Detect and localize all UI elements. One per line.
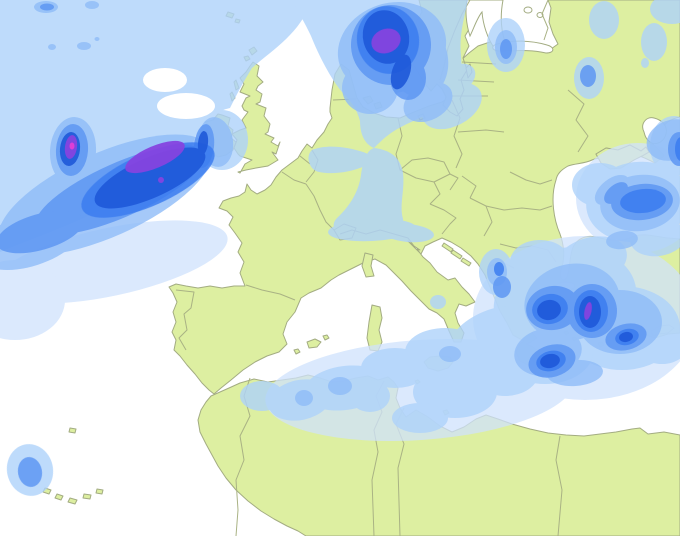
rain-cell-russia-cell-n [589,1,619,39]
water-lake-1 [523,6,533,14]
rain-cell-med-l3-algiers [295,390,313,406]
rain-cell-atl-dot-3 [94,37,100,41]
rain-cell-aegean-purple [584,302,592,320]
rain-cell-med-l2-gabes [392,403,448,433]
border-spain-france [245,284,296,301]
rain-cell-ireland-coast-l6 [197,131,209,155]
rain-cell-med-l2-oran [240,381,284,411]
rain-cell-baltics-cell-l4 [500,39,512,59]
border-austria-slovenia [429,181,441,205]
landmass-madeira [68,427,77,434]
rain-cell-alps-streak-e [382,223,434,243]
rain-cell-blacksea-streak-l4 [604,182,628,204]
rain-cell-corner-ne-cell [650,0,680,24]
border-france-germany [305,183,335,231]
border-france-belgium [281,171,307,185]
rain-cell-russia-dot [641,58,649,68]
rain-cell-russia-cell-e [641,23,667,61]
border-estonia-latvia [461,61,497,65]
rain-cell-russia-cell-s-l4 [580,65,596,87]
landmass-canary-4 [82,493,92,500]
rain-cell-med-l2-algeria-coast [350,380,390,412]
rain-cell-netherlands-strip [308,146,371,174]
border-czechia [399,157,451,183]
rain-cell-turkey-coast-l3 [606,230,638,250]
landmass-canary-2 [54,493,64,501]
rain-layer-extreme [69,142,75,150]
landmass-canary-5 [95,488,104,495]
border-ukraine-moldova-romania [509,171,553,185]
rain-cell-atlantic-band-core [94,147,206,209]
rain-cell-atl-dot-2 [77,42,91,50]
rain-cell-med-l3-sicily [439,346,461,362]
landmass-corsica [361,252,375,278]
rain-cell-aegean-l6-swturkey [619,331,633,343]
border-libya-egypt [555,435,563,536]
rain-cell-atlantic-band-purple [125,140,185,174]
landmass-dalmatian-isle-3 [460,257,472,267]
rain-cell-aegean-l6-s [540,353,560,369]
border-portugal-spain [175,289,195,351]
rain-layer-very-heavy [64,28,592,320]
border-croatia-bosnia [429,203,457,235]
border-austria-hungary [449,173,459,191]
landmass-menorca [322,334,330,341]
rain-cell-azov-cell-l5 [675,137,680,161]
rain-cell-atl-dot-1 [48,44,56,50]
water-lake-2 [536,12,544,18]
landmass-dalmatian-isle-1 [441,242,454,253]
landmass-dalmatian-isle-2 [450,249,463,260]
rain-cell-germany-tongue [333,148,404,239]
landmass-mallorca [306,338,322,349]
rain-cell-aegean-l6-nw [537,299,561,321]
border-serbia-bulgaria [483,205,493,237]
border-hungary-romania [461,175,477,199]
rain-cell-atlantic-fringe-sw [0,260,65,340]
landmass-ibiza [293,348,301,355]
border-belgium-netherlands [299,155,311,165]
rain-cell-atlantic-west-pink [69,142,75,150]
landmass-canary-3 [67,497,78,505]
rain-cell-atlantic-band-med-sw [0,210,84,254]
border-belarus-ukraine [457,129,505,133]
rain-cell-scandi-l6-tail [390,54,412,90]
border-romania-bulgaria [469,197,553,211]
rain-cell-med-l3-tunis [328,377,352,395]
border-finland-russia [541,0,549,41]
border-russia-ukraine [567,89,589,153]
rain-cell-blacksea-l5 [620,188,666,214]
rain-cell-serbia-cell-l5 [494,262,504,276]
rain-cell-tyrrhenian-dot [430,295,446,309]
rain-cell-canary-core [17,457,43,487]
rain-cell-macedonia-l4 [493,276,511,298]
rain-cell-atl-dot-5 [85,1,99,9]
rain-cell-scandi-purple [371,28,401,54]
rain-cell-atl-dot-6 [40,3,54,11]
rain-cell-atlantic-purple-dot [158,177,164,183]
